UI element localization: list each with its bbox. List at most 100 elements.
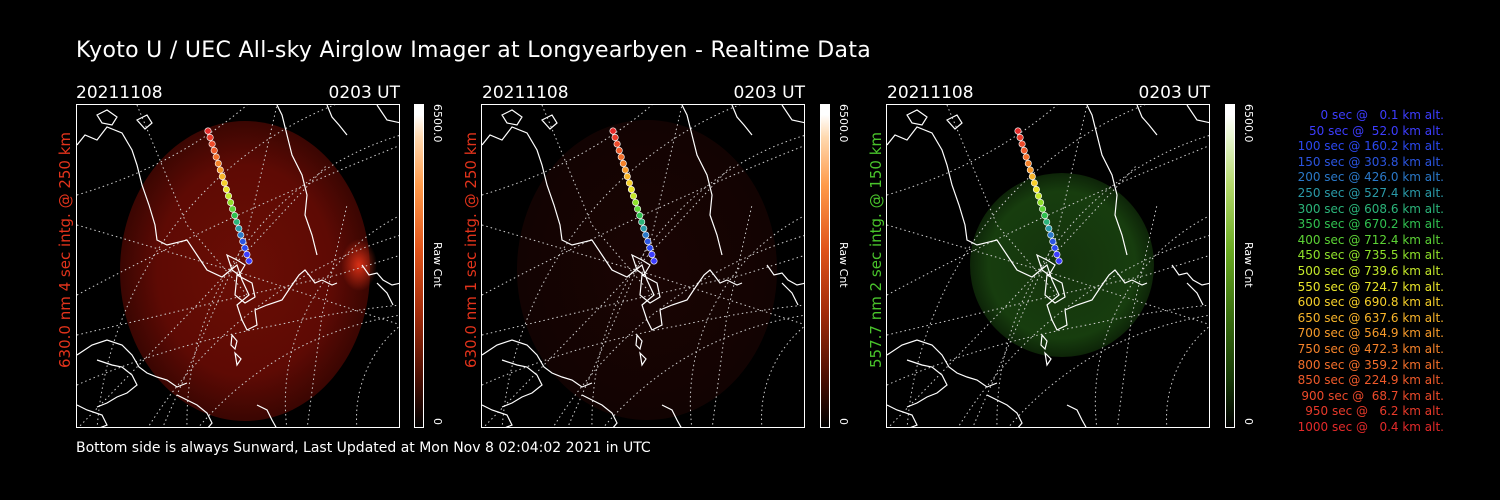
trajectory-point (1053, 251, 1061, 259)
grid-line (306, 204, 348, 427)
grid-line (162, 105, 278, 427)
trajectory-point (646, 244, 654, 252)
trajectory-point (1047, 231, 1055, 239)
grid-line (147, 235, 399, 427)
airglow-bright-spot (341, 239, 377, 291)
trajectory-point (623, 173, 631, 181)
trajectory-point (1045, 225, 1053, 233)
trajectory-point (642, 231, 650, 239)
trajectory-point (644, 238, 652, 246)
legend-row: 250 sec @ 527.4 km alt. (1297, 185, 1444, 200)
legend-row: 300 sec @ 608.6 km alt. (1297, 201, 1444, 216)
panel-3-cbar-label: Raw Cnt (1242, 242, 1255, 288)
trajectory-point (218, 173, 226, 181)
legend-row: 200 sec @ 426.0 km alt. (1297, 170, 1444, 185)
panel-1-cbar-label: Raw Cnt (431, 242, 444, 288)
trajectory-point (1055, 257, 1063, 265)
grid-line (887, 105, 1058, 196)
panel-2-map (482, 105, 804, 427)
trajectory-point (233, 218, 241, 226)
grid-line (482, 105, 653, 196)
grid-line (761, 326, 804, 427)
panel-1-cbar-max: 6500.0 (431, 104, 444, 143)
trajectory-legend: 0 sec @ 0.1 km alt. 50 sec @ 52.0 km alt.… (1262, 108, 1444, 435)
panel-2-time: 0203 UT (733, 83, 806, 103)
grid-line (77, 105, 248, 196)
trajectory-point (237, 231, 245, 239)
panel-3-ylabel: 557.7 nm 2 sec intg. @ 150 km (867, 131, 885, 368)
airglow-disc (970, 173, 1154, 357)
trajectory-point (1049, 238, 1057, 246)
airglow-disc (120, 121, 370, 421)
trajectory-point (630, 192, 638, 200)
panel-1-date: 20211108 (76, 83, 163, 103)
trajectory-point (1039, 205, 1047, 213)
trajectory-point (241, 244, 249, 252)
coastline (482, 105, 804, 427)
trajectory-point (206, 133, 214, 141)
grid-line (711, 204, 753, 427)
page-title: Kyoto U / UEC All-sky Airglow Imager at … (76, 38, 872, 63)
panel-3-date: 20211108 (887, 83, 974, 103)
trajectory-point (225, 192, 233, 200)
legend-row: 900 sec @ 68.7 km alt. (1301, 388, 1444, 403)
panel-2-date: 20211108 (482, 83, 569, 103)
trajectory-point (1051, 244, 1059, 252)
trajectory-point (227, 199, 235, 207)
trajectory-point (1022, 153, 1030, 161)
legend-row: 850 sec @ 224.9 km alt. (1297, 373, 1444, 388)
grid-line (1116, 204, 1158, 427)
trajectory-point (1016, 133, 1024, 141)
panel-1-time: 0203 UT (328, 83, 401, 103)
trajectory-point (235, 225, 243, 233)
trajectory-point (613, 140, 621, 148)
trajectory-point (1020, 146, 1028, 154)
trajectory-point (1041, 212, 1049, 220)
coastline (887, 105, 1209, 427)
panel-1-image (76, 104, 400, 428)
trajectory-point (632, 199, 640, 207)
trajectory-point (634, 205, 642, 213)
trajectory-point (611, 133, 619, 141)
trajectory-point (617, 153, 625, 161)
panel-2-cbar-max: 6500.0 (837, 104, 850, 143)
grid-line (887, 224, 1209, 325)
trajectory-point (239, 238, 247, 246)
legend-row: 0 sec @ 0.1 km alt. (1320, 108, 1445, 122)
trajectory-point (636, 212, 644, 220)
panel-2-ylabel: 630.0 nm 1 sec intg. @ 250 km (462, 131, 480, 368)
grid-line (356, 326, 399, 427)
grid-line (1166, 326, 1209, 427)
grid-line (482, 145, 804, 296)
grid-line (77, 145, 399, 296)
trajectory-point (1026, 166, 1034, 174)
panel-1-cbar-min: 0 (431, 418, 444, 425)
legend-row: 1000 sec @ 0.4 km alt. (1297, 419, 1444, 434)
trajectory-point (231, 212, 239, 220)
trajectory-point (1043, 218, 1051, 226)
trajectory-point (638, 218, 646, 226)
panel-3-image (886, 104, 1210, 428)
panel-3-map (887, 105, 1209, 427)
grid-line (198, 314, 399, 427)
grid-line (567, 105, 683, 427)
trajectory-point (1024, 159, 1032, 167)
panel-1-colorbar (414, 104, 424, 428)
trajectory-point (615, 146, 623, 154)
trajectory-point (216, 166, 224, 174)
trajectory-point (214, 159, 222, 167)
trajectory-point (650, 257, 658, 265)
trajectory-point (243, 251, 251, 259)
legend-row: 800 sec @ 359.2 km alt. (1297, 357, 1444, 372)
grid-line (957, 235, 1209, 427)
legend-row: 350 sec @ 670.2 km alt. (1297, 217, 1444, 232)
legend-row: 550 sec @ 724.7 km alt. (1297, 279, 1444, 294)
footer-note: Bottom side is always Sunward, Last Upda… (76, 440, 651, 456)
grid-line (603, 314, 804, 427)
trajectory-point (609, 127, 617, 135)
trajectory-point (640, 225, 648, 233)
trajectory-point (208, 140, 216, 148)
grid-line (552, 235, 804, 427)
panel-1-map (77, 105, 399, 427)
trajectory-point (220, 179, 228, 187)
